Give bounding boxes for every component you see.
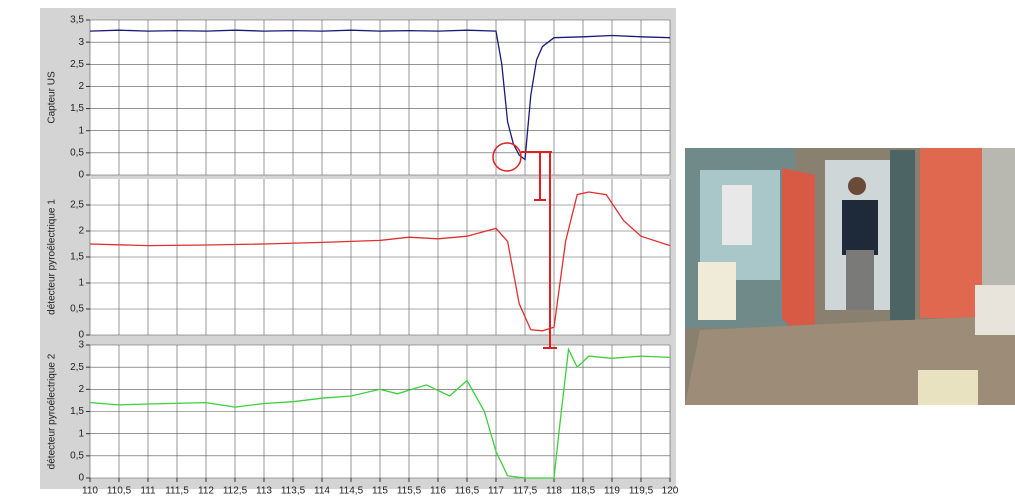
x-tick-label: 111 [140, 486, 156, 497]
x-tick-label: 111,5 [165, 486, 189, 497]
x-tick-label: 113 [256, 486, 272, 497]
y-tick-label: 2 [78, 81, 84, 92]
y-tick-label: 2,5 [70, 200, 84, 211]
x-tick-label: 110,5 [107, 486, 132, 497]
x-tick-label: 113,5 [281, 486, 306, 497]
y-tick-label: 0 [78, 473, 84, 484]
x-tick-label: 118,5 [571, 486, 596, 497]
data-line [89, 29, 671, 161]
y-tick-label: 0,5 [70, 304, 84, 315]
y-tick-label: 1 [78, 428, 84, 439]
x-tick-label: 115 [372, 486, 388, 497]
x-tick-label: 120 [662, 486, 679, 497]
data-line [89, 347, 671, 479]
y-tick-label: 0 [78, 170, 84, 181]
photo [685, 148, 1015, 405]
y-tick-label: 3,5 [70, 15, 84, 26]
y-tick-label: 2 [78, 384, 84, 395]
x-tick-label: 112 [198, 486, 214, 497]
y-tick-label: 0 [78, 330, 84, 341]
x-tick-label: 114,5 [339, 486, 364, 497]
x-tick-label: 117,5 [513, 486, 538, 497]
x-tick-label: 118 [546, 486, 562, 497]
annotations [492, 142, 557, 349]
x-tick-label: 119,5 [629, 486, 654, 497]
x-tick-label: 110 [82, 486, 98, 497]
y-tick-label: 3 [78, 37, 84, 48]
y-tick-label: 1,5 [70, 103, 84, 114]
y-tick-label: 2 [78, 226, 84, 237]
x-tick-label: 112,5 [223, 486, 248, 497]
y-tick-label: 2,5 [70, 59, 84, 70]
x-tick-label: 117 [488, 486, 504, 497]
y-tick-label: 1,5 [70, 406, 84, 417]
y-axis-label: Capteur US [47, 71, 58, 124]
y-tick-label: 1 [78, 278, 84, 289]
x-tick-label: 116 [430, 486, 446, 497]
x-tick-label: 115,5 [397, 486, 422, 497]
x-tick-label: 116,5 [455, 486, 480, 497]
y-tick-label: 1,5 [70, 252, 84, 263]
data-line [89, 191, 671, 332]
y-axis-label: détecteur pyroélectrique 1 [47, 199, 58, 315]
y-tick-label: 2,5 [70, 362, 84, 373]
x-tick-label: 114 [314, 486, 330, 497]
y-tick-label: 1 [78, 125, 84, 136]
x-tick-label: 119 [604, 486, 620, 497]
y-tick-label: 0,5 [70, 147, 84, 158]
y-tick-label: 0,5 [70, 450, 84, 461]
y-axis-label: détecteur pyroélectrique 2 [47, 353, 58, 469]
y-tick-label: 3 [78, 340, 84, 351]
